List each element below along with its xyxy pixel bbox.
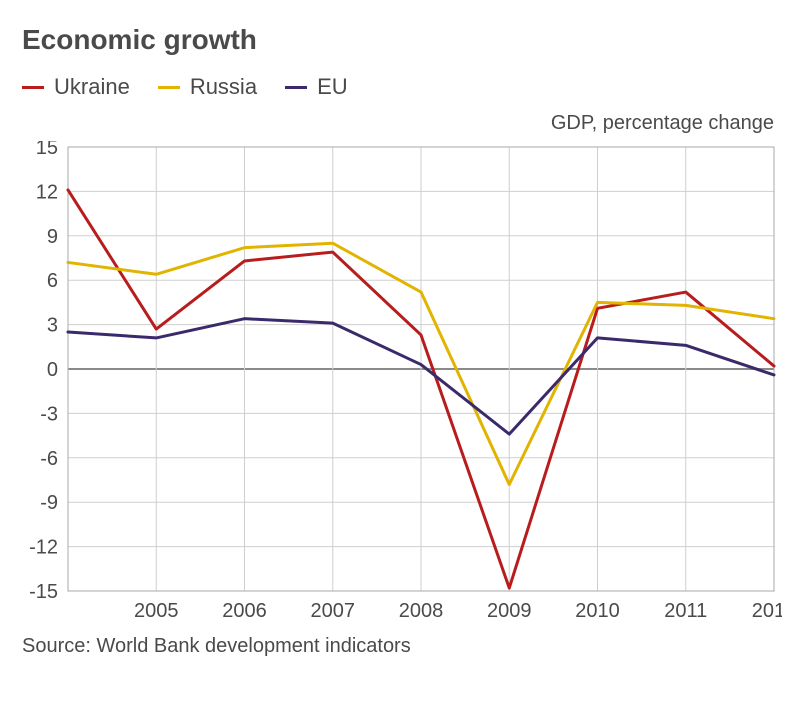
chart-container: Economic growth Ukraine Russia EU GDP, per… xyxy=(0,0,800,701)
legend-label: Russia xyxy=(190,74,257,100)
svg-text:12: 12 xyxy=(36,181,58,203)
svg-text:2008: 2008 xyxy=(399,600,444,622)
svg-text:-15: -15 xyxy=(29,581,58,603)
svg-text:6: 6 xyxy=(47,270,58,292)
legend-swatch xyxy=(158,86,180,89)
legend-item-eu: EU xyxy=(285,74,348,100)
chart-subtitle: GDP, percentage change xyxy=(18,112,774,135)
svg-text:15: 15 xyxy=(36,141,58,159)
svg-text:-12: -12 xyxy=(29,537,58,559)
legend-swatch xyxy=(22,86,44,89)
svg-text:-3: -3 xyxy=(40,403,58,425)
chart-title: Economic growth xyxy=(22,24,782,56)
legend: Ukraine Russia EU xyxy=(22,74,782,100)
svg-text:2005: 2005 xyxy=(134,600,179,622)
legend-label: Ukraine xyxy=(54,74,130,100)
svg-text:2009: 2009 xyxy=(487,600,532,622)
svg-text:2007: 2007 xyxy=(311,600,356,622)
legend-item-ukraine: Ukraine xyxy=(22,74,130,100)
plot-area: 15 12 9 6 3 0 -3 -6 -9 -12 -15 2005 2006 2007 2008 2009… xyxy=(18,141,782,627)
legend-label: EU xyxy=(317,74,348,100)
svg-text:-9: -9 xyxy=(40,492,58,514)
svg-text:3: 3 xyxy=(47,315,58,337)
svg-text:2010: 2010 xyxy=(575,600,620,622)
svg-text:9: 9 xyxy=(47,226,58,248)
svg-text:2012: 2012 xyxy=(752,600,782,622)
legend-item-russia: Russia xyxy=(158,74,257,100)
svg-text:2006: 2006 xyxy=(222,600,267,622)
svg-text:0: 0 xyxy=(47,359,58,381)
svg-text:-6: -6 xyxy=(40,448,58,470)
svg-text:2011: 2011 xyxy=(664,600,707,622)
line-chart-svg: 15 12 9 6 3 0 -3 -6 -9 -12 -15 2005 2006 2007 2008 2009… xyxy=(18,141,782,627)
source-text: Source: World Bank development indicator… xyxy=(22,635,782,658)
legend-swatch xyxy=(285,86,307,89)
